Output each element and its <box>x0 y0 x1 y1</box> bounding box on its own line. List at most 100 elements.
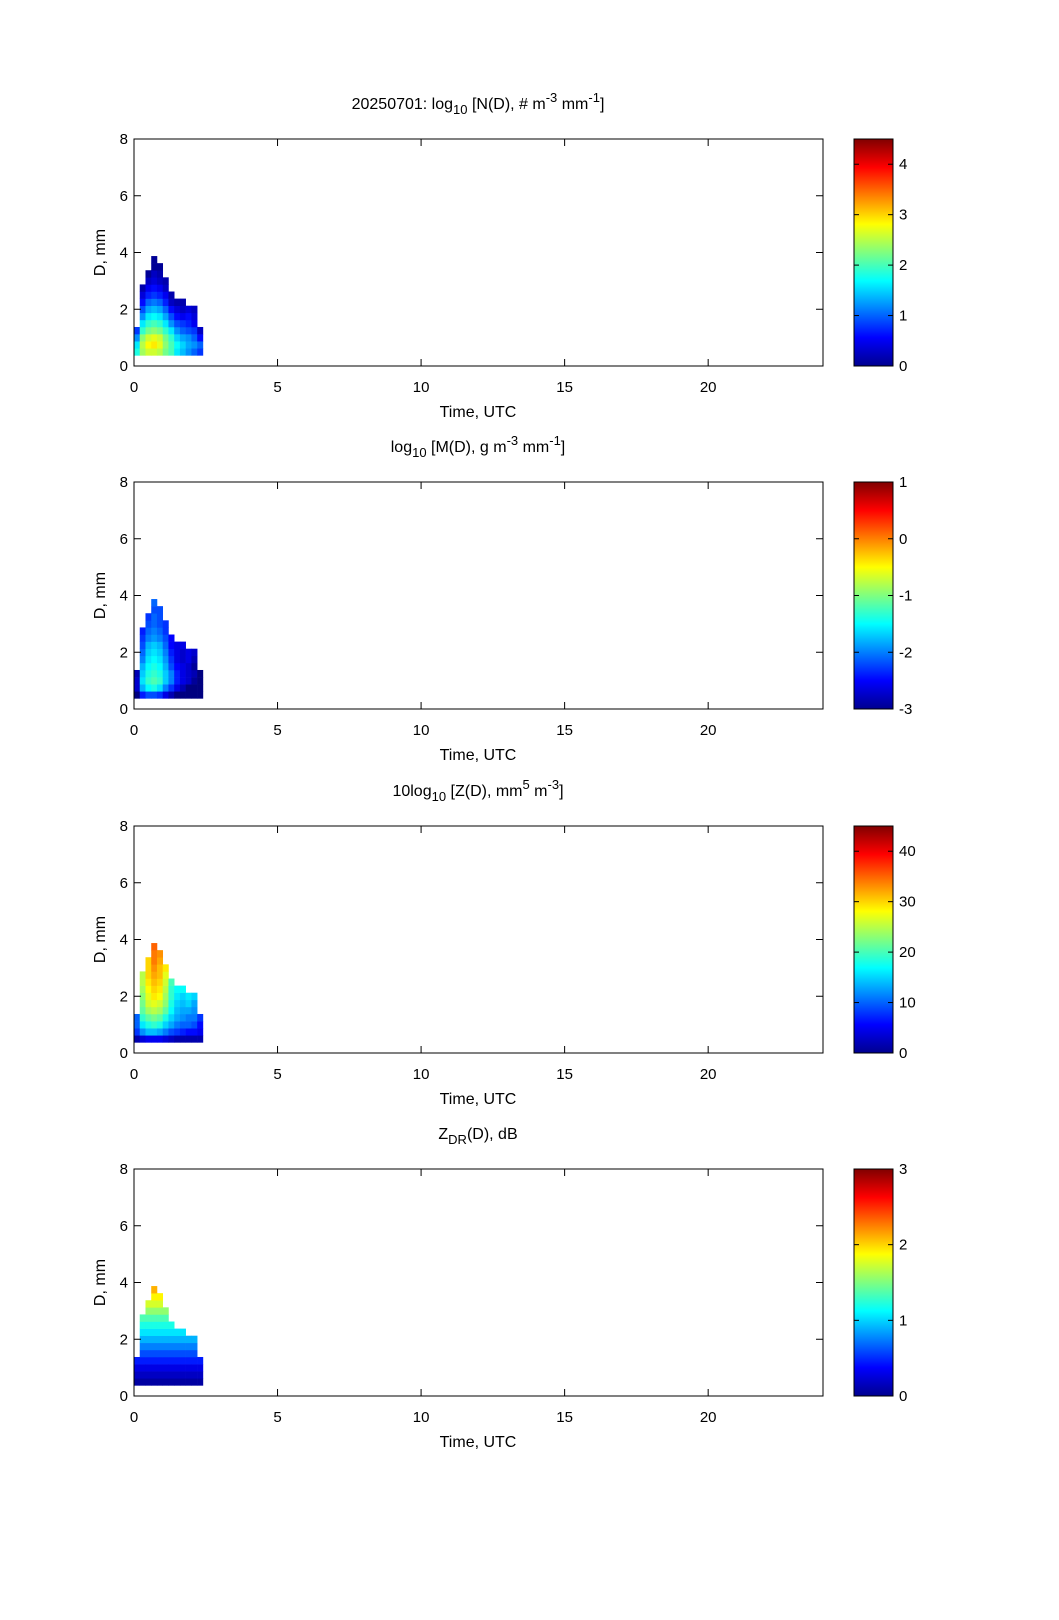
y-tick-label: 0 <box>120 358 128 375</box>
y-tick-label: 6 <box>120 531 128 548</box>
title-part: 20250701: log <box>352 96 453 113</box>
heatmap-cell <box>156 684 164 692</box>
colorbar-tick-label: -3 <box>899 701 912 718</box>
heatmap-cell <box>156 1371 164 1379</box>
x-tick-label: 10 <box>413 722 430 739</box>
heatmap-cell <box>185 341 192 349</box>
heatmap-cell <box>197 1021 204 1029</box>
heatmap-cell <box>145 1328 152 1337</box>
x-tick-label: 5 <box>273 722 281 739</box>
heatmap-cell <box>156 1314 164 1322</box>
heatmap-cell <box>145 341 152 349</box>
heatmap-cell <box>162 1364 169 1372</box>
title-part: (D), dB <box>467 1126 518 1143</box>
heatmap-cell <box>197 1378 204 1386</box>
heatmap-cell <box>139 1356 146 1365</box>
heatmap-cell <box>162 348 169 356</box>
panel-2: log10 [M(D), g m-3 mm-1]0 5 10 15 2002468Tim… <box>92 433 912 764</box>
x-tick-label: 20 <box>700 379 717 396</box>
heatmap-cell <box>139 1342 146 1351</box>
heatmap-cell <box>185 312 192 321</box>
heatmap-cell <box>156 326 164 335</box>
plot-area <box>134 482 823 709</box>
heatmap-cell <box>139 985 146 994</box>
heatmap-cell <box>151 291 158 299</box>
heatmap-cell <box>191 326 198 335</box>
title-part: -3 <box>548 777 560 792</box>
heatmap-cell <box>191 684 198 692</box>
heatmap-cell <box>139 291 146 299</box>
y-tick-label: 2 <box>120 644 128 661</box>
heatmap-cell <box>179 348 186 356</box>
heatmap-cell <box>162 1342 169 1351</box>
title-part: [Z(D), mm <box>446 783 522 800</box>
heatmap-cell <box>191 305 198 314</box>
heatmap-cell <box>139 326 146 335</box>
x-tick-label: 15 <box>556 379 573 396</box>
heatmap-cell <box>156 1006 164 1015</box>
heatmap-cell <box>174 298 181 307</box>
heatmap-cell <box>139 1314 146 1322</box>
heatmap-cell <box>151 1342 158 1351</box>
heatmap-cell <box>162 1356 169 1365</box>
heatmap-cell <box>145 305 152 314</box>
heatmap-cell <box>191 348 198 356</box>
colorbar-gradient <box>853 138 894 367</box>
heatmap-cell <box>156 1321 164 1329</box>
colorbar-tick-label: 2 <box>899 1237 907 1254</box>
heatmap-cell <box>139 305 146 314</box>
colorbar-tick-label: 4 <box>899 156 907 173</box>
heatmap-cell <box>168 312 175 321</box>
heatmap-cell <box>179 684 186 692</box>
heatmap-cell <box>162 298 169 307</box>
heatmap-cell <box>168 1035 175 1043</box>
heatmap-cell <box>134 1028 141 1036</box>
colorbar-tick-label: 0 <box>899 1388 907 1405</box>
heatmap-cell <box>197 677 204 685</box>
heatmap-cell <box>151 684 158 692</box>
heatmap-cell <box>151 655 158 664</box>
heatmap-cell <box>162 291 169 299</box>
heatmap-cell <box>145 334 152 342</box>
heatmap-cell <box>151 620 158 628</box>
heatmap-cell <box>179 1335 186 1344</box>
heatmap-cell <box>197 1371 204 1379</box>
heatmap-cell <box>174 999 181 1008</box>
y-tick-label: 8 <box>120 1161 128 1178</box>
colorbar-gradient <box>853 481 894 710</box>
heatmap-cell <box>179 999 186 1008</box>
heatmap-cell <box>191 1364 198 1372</box>
heatmap-cell <box>151 1300 158 1308</box>
heatmap-cell <box>151 348 158 356</box>
heatmap-cell <box>151 613 158 621</box>
x-tick-label: 20 <box>700 1066 717 1083</box>
heatmap-cell <box>139 691 146 699</box>
heatmap-cell <box>191 1021 198 1029</box>
heatmap-cell <box>156 334 164 342</box>
heatmap-cell <box>179 1021 186 1029</box>
heatmap-cell <box>179 312 186 321</box>
chart-title: 10log10 [Z(D), mm5 m-3] <box>392 777 563 804</box>
chart-title: 20250701: log10 [N(D), # m-3 mm-1] <box>352 90 605 117</box>
heatmap-cell <box>139 1028 146 1036</box>
heatmap-cell <box>145 298 152 307</box>
heatmap-cell <box>174 985 181 994</box>
heatmap-cell <box>174 669 181 678</box>
x-tick-label: 5 <box>273 1409 281 1426</box>
heatmap-cell <box>139 312 146 321</box>
title-part: m <box>530 783 548 800</box>
heatmap-cell <box>179 992 186 1001</box>
heatmap-cell <box>139 284 146 292</box>
heatmap-cell <box>179 298 186 307</box>
heatmap-cell <box>162 305 169 314</box>
colorbar-tick-label: 0 <box>899 1045 907 1062</box>
heatmap-cell <box>179 334 186 342</box>
heatmap-cell <box>145 348 152 356</box>
heatmap-cell <box>151 319 158 328</box>
heatmap-cell <box>162 985 169 994</box>
heatmap-cell <box>139 978 146 986</box>
heatmap-cell <box>156 957 164 965</box>
heatmap-cell <box>162 992 169 1001</box>
heatmap-cell <box>191 691 198 699</box>
heatmap-cell <box>139 1321 146 1329</box>
